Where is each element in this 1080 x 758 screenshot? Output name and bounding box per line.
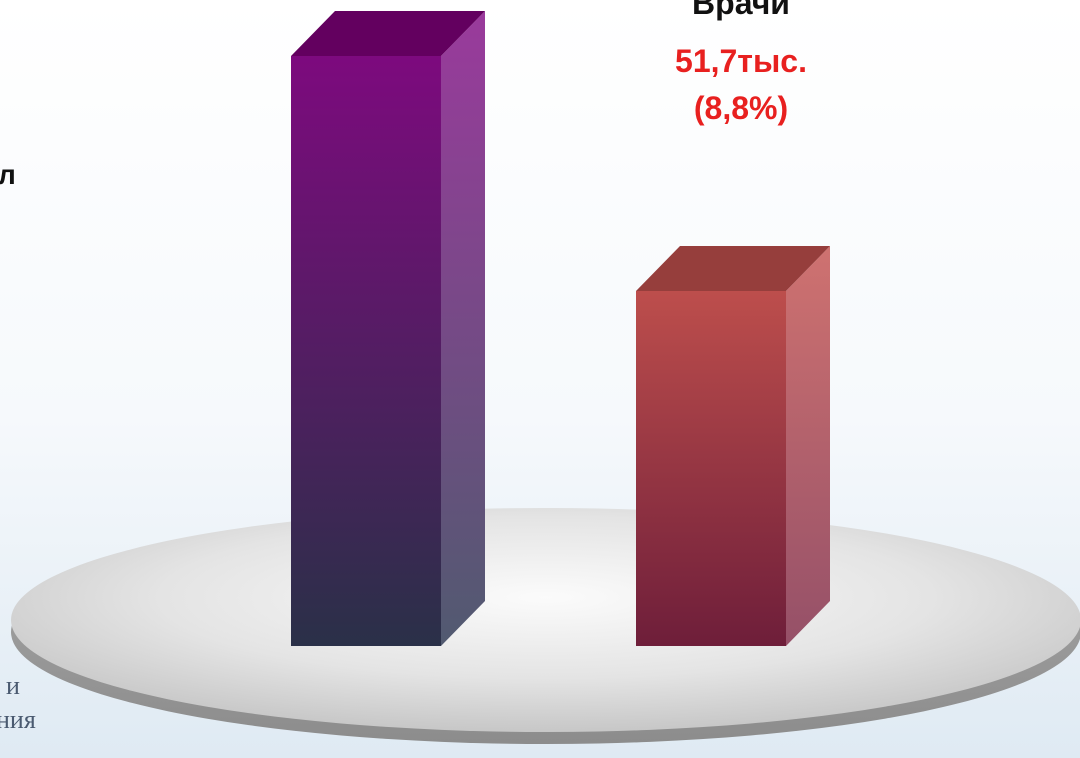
bar-side-0 xyxy=(441,11,485,646)
left-fragment-serif-2: ния xyxy=(0,705,36,734)
left-fragment-letter: л xyxy=(0,159,16,190)
platform xyxy=(11,508,1080,744)
bar-1 xyxy=(636,246,830,646)
data-label-share: (8,8%) xyxy=(694,90,788,126)
data-label-value: 51,7тыс. xyxy=(675,43,807,79)
left-fragment-serif-1: и xyxy=(6,671,20,700)
bar-front-1 xyxy=(636,291,786,646)
bar-top-1 xyxy=(636,246,830,291)
bar-top-0 xyxy=(291,11,485,56)
bar-side-1 xyxy=(786,246,830,646)
data-label-title: Врачи xyxy=(692,0,790,21)
bar-0 xyxy=(291,11,485,646)
bar-front-0 xyxy=(291,56,441,646)
